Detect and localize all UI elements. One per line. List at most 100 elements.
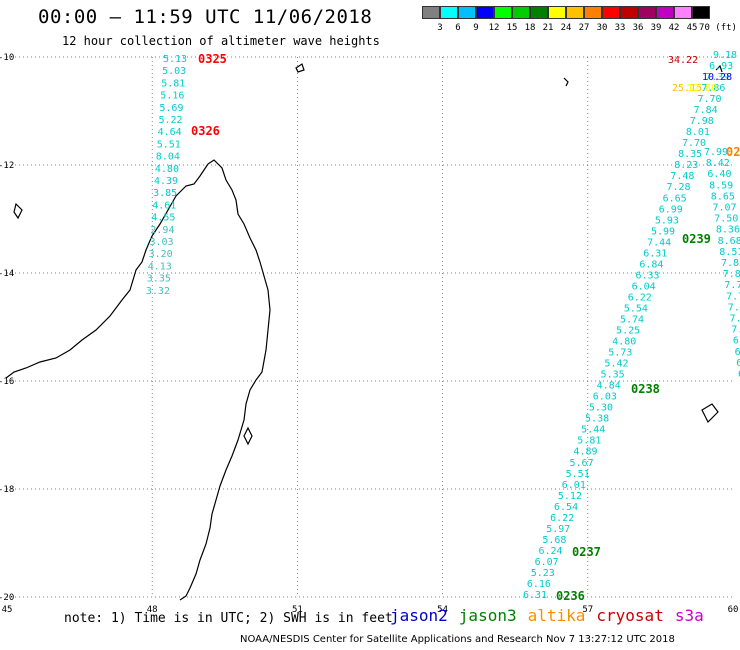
swh-value: 8.36 <box>716 225 740 236</box>
swh-value: 7.83 <box>721 258 740 269</box>
swh-value: 5.22 <box>159 115 183 126</box>
swh-value: 8.68 <box>718 236 740 247</box>
swh-value: 4.55 <box>151 213 175 224</box>
swh-value: 7.31 <box>730 314 740 325</box>
swh-value: 5.13 <box>163 54 187 65</box>
colorbar-label: 30 <box>596 23 608 33</box>
y-tick-label: -20 <box>0 593 14 603</box>
swh-labels: 5.135.035.815.165.695.224.645.518.044.80… <box>146 50 740 601</box>
x-tick-label: 48 <box>147 605 158 615</box>
swh-value: 5.51 <box>157 139 181 150</box>
swh-value: 4.80 <box>155 164 179 175</box>
swh-value: 7.84 <box>694 105 718 116</box>
swh-value: 5.81 <box>577 436 601 447</box>
swh-value: 7.39 <box>705 72 729 83</box>
x-tick-label: 60 <box>728 605 739 615</box>
colorbar-swatch <box>584 6 602 19</box>
swh-value: 5.68 <box>542 535 566 546</box>
swh-value: 25.15 <box>672 83 702 94</box>
swh-value: 7.38 <box>728 302 740 313</box>
swh-value: 5.99 <box>651 226 675 237</box>
pass-time-label: 0239 <box>682 232 711 246</box>
swh-value: 6.01 <box>562 480 586 491</box>
swh-value: 6.40 <box>707 169 731 180</box>
swh-value: 8.23 <box>674 160 698 171</box>
pass-time-label: 0326 <box>191 124 220 138</box>
swh-value: 5.30 <box>589 403 613 414</box>
swh-value: 8.35 <box>678 149 702 160</box>
y-tick-label: -18 <box>0 485 14 495</box>
wave-height-colorbar <box>422 6 710 20</box>
colorbar-swatch <box>422 6 440 19</box>
colorbar-label: 33 <box>614 23 626 33</box>
swh-value: 4.89 <box>573 447 597 458</box>
pass-time-label: 02 <box>726 145 740 159</box>
swh-value: 7.44 <box>647 237 671 248</box>
colorbar-swatch <box>512 6 530 19</box>
swh-value: 7.99 <box>704 147 728 158</box>
swh-value: 6.84 <box>639 259 663 270</box>
swh-value: 3.35 <box>147 274 171 285</box>
swh-value: 5.81 <box>161 78 185 89</box>
swh-value: 4.64 <box>158 127 182 138</box>
swh-value: 4.39 <box>154 176 178 187</box>
y-tick-label: -12 <box>0 161 14 171</box>
map-title: 00:00 – 11:59 UTC 11/06/2018 <box>38 6 373 28</box>
swh-value: 4.84 <box>597 381 621 392</box>
swh-value: 8.04 <box>156 152 180 163</box>
colorbar-label: 3 <box>437 23 443 33</box>
swh-value: 5.25 <box>616 326 640 337</box>
colorbar-swatch <box>458 6 476 19</box>
legend-cryosat: cryosat <box>596 606 664 625</box>
swh-value: 6.22 <box>628 292 652 303</box>
colorbar-swatch <box>494 6 512 19</box>
satellite-legend: jason2 jason3 altika cryosat s3a <box>390 606 715 625</box>
swh-value: 10.28 <box>702 72 732 83</box>
swh-value: 2.94 <box>150 225 174 236</box>
swh-value: 8.59 <box>709 180 733 191</box>
swh-value: 6.8 <box>735 347 740 358</box>
x-tick-label: 54 <box>437 605 448 615</box>
swh-value: 6.31 <box>643 248 667 259</box>
legend-altika: altika <box>527 606 586 625</box>
colorbar-label: 15 <box>506 23 518 33</box>
swh-value: 3.20 <box>149 249 173 260</box>
note-text: note: 1) Time is in UTC; 2) SWH is in fe… <box>64 611 393 626</box>
colorbar-label: 6 <box>455 23 461 33</box>
swh-value: 5.74 <box>620 314 644 325</box>
colorbar-label: 70 (ft) <box>699 23 737 33</box>
pass-time-labels: 0325 0326 0239 0238 0237 0236 02 <box>191 52 740 603</box>
swh-value: 5.42 <box>604 359 628 370</box>
swh-value: 6.22 <box>550 513 574 524</box>
swh-value: 8.42 <box>706 158 730 169</box>
axis-tick-labels: 45 48 51 54 57 60 -10 -12 -14 -16 -18 -20 <box>0 53 738 615</box>
swh-value: 34.22 <box>668 55 698 66</box>
swh-value: 8.65 <box>711 191 735 202</box>
swh-value: 6.07 <box>535 557 559 568</box>
swh-value: 5.16 <box>160 91 184 102</box>
colorbar-label: 12 <box>488 23 500 33</box>
swh-value: 6. <box>736 358 740 369</box>
colorbar-label: 21 <box>542 23 554 33</box>
swh-value: 5.93 <box>655 215 679 226</box>
swh-value: 5.97 <box>546 524 570 535</box>
x-tick-label: 51 <box>292 605 303 615</box>
swh-value: 3.32 <box>146 286 170 297</box>
coastline <box>5 63 723 601</box>
colorbar-swatch <box>692 6 710 19</box>
colorbar-swatch <box>656 6 674 19</box>
y-tick-label: -16 <box>0 377 14 387</box>
colorbar-label: 39 <box>650 23 662 33</box>
colorbar-label: 18 <box>524 23 536 33</box>
swh-value: 5.51 <box>566 469 590 480</box>
swh-value: 7.98 <box>690 116 714 127</box>
pass-time-label: 0236 <box>556 589 585 603</box>
colorbar-label: 42 <box>668 23 680 33</box>
swh-value: 6.04 <box>632 281 656 292</box>
swh-value: 6.65 <box>663 193 687 204</box>
swh-value: 5.12 <box>558 491 582 502</box>
swh-value: 7.28 <box>666 182 690 193</box>
swh-value: 5.03 <box>162 66 186 77</box>
swh-value: 6.03 <box>593 392 617 403</box>
